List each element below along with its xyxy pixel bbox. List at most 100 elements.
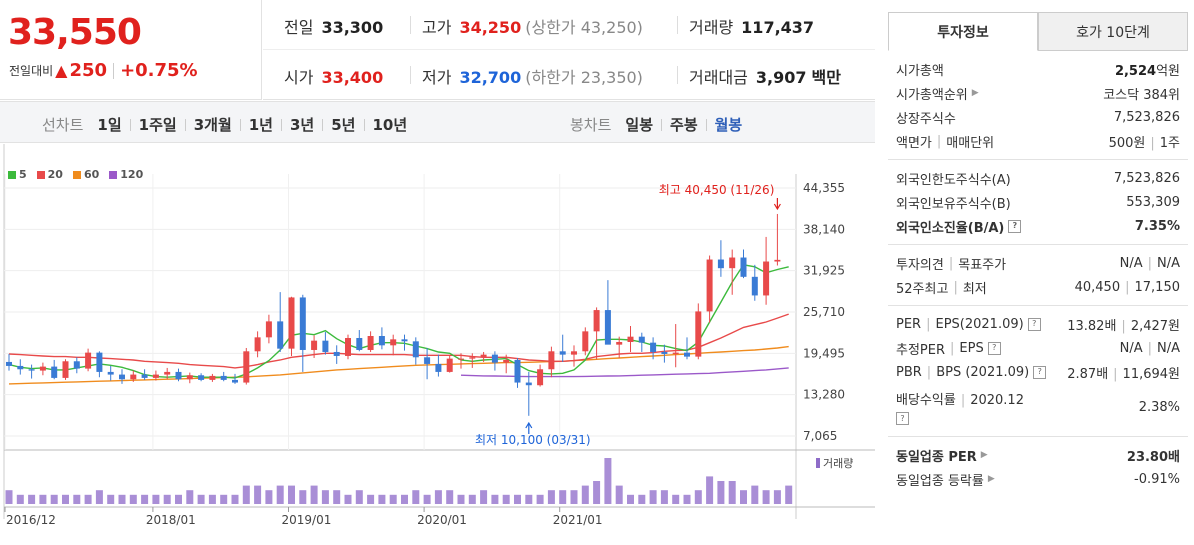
stat-value: 33,300 <box>321 18 384 37</box>
divider <box>113 62 115 79</box>
candle-body <box>51 366 58 378</box>
candle-weekly[interactable]: 주봉 <box>670 116 698 134</box>
stat-low: 저가 32,700 (하한가 23,350) <box>410 64 643 88</box>
candle-body <box>28 369 35 371</box>
candle-body <box>175 371 182 380</box>
candle-body <box>96 352 103 372</box>
max-arrow-icon <box>773 198 781 211</box>
candle-body <box>446 358 453 372</box>
panel-tabs: 투자정보 호가 10단계 <box>888 12 1188 51</box>
volume-bar <box>446 490 454 504</box>
volume-bar <box>581 485 589 504</box>
row-sector-change: 동일업종 등락률 ▶ -0.91% <box>896 471 1180 489</box>
chevron-right-icon[interactable]: ▶ <box>980 450 988 460</box>
volume-bar <box>254 485 262 504</box>
help-icon[interactable]: ? <box>987 341 1001 355</box>
candle-body <box>85 352 92 369</box>
volume-bar <box>208 494 216 504</box>
range-1d[interactable]: 1일 <box>97 116 122 134</box>
y-tick-label: 44,355 <box>803 181 845 195</box>
candle-body <box>751 276 758 296</box>
stat-volume: 거래량 117,437 <box>677 14 814 38</box>
candle-daily[interactable]: 일봉 <box>625 116 654 134</box>
volume-bar <box>231 494 239 504</box>
range-3y[interactable]: 3년 <box>290 116 315 134</box>
invest-info-panel: 투자정보 호가 10단계 시가총액 2,524억원 시가총액순위 ▶ 코스닥 38… <box>888 12 1188 532</box>
candle-body <box>650 342 657 352</box>
sector-section: 동일업종 PER ▶ 23.80배 동일업종 등락률 ▶ -0.91% <box>888 437 1188 497</box>
volume-bar <box>16 494 24 504</box>
range-1y[interactable]: 1년 <box>248 116 273 134</box>
volume-bar <box>107 494 115 504</box>
volume-bar <box>683 494 691 504</box>
volume-bar <box>95 490 103 504</box>
candle-body <box>277 321 284 349</box>
tab-quote-10[interactable]: 호가 10단계 <box>1038 12 1188 51</box>
candle-body <box>480 354 487 358</box>
candle-body <box>458 358 464 360</box>
help-icon[interactable]: ? <box>1027 317 1041 331</box>
row-opinion: 투자의견 | 목표주가 N/A | N/A <box>896 255 1180 273</box>
stat-label: 거래대금 <box>689 68 748 87</box>
candle-body <box>525 382 532 386</box>
candle-body <box>627 336 634 342</box>
candle-body <box>345 338 351 356</box>
ma-line-ma60 <box>8 345 789 385</box>
candle-monthly[interactable]: 월봉 <box>714 116 743 134</box>
volume-bar <box>84 494 92 504</box>
stat-prev: 전일 33,300 <box>284 14 383 38</box>
candle-body <box>6 361 12 366</box>
candle-body <box>491 354 498 363</box>
volume-bar <box>728 481 736 504</box>
stock-chart: 5 20 60 120 44,355 38,140 31,925 25,710 19,4… <box>0 144 875 545</box>
range-1w[interactable]: 1주일 <box>138 116 177 134</box>
volume-bar <box>28 494 36 504</box>
row-est-per: 추정PER | EPS? N/A | N/A <box>896 340 1180 358</box>
volume-bar <box>491 494 499 504</box>
range-3m[interactable]: 3개월 <box>193 116 232 134</box>
legend-ma5: 5 <box>8 168 27 181</box>
stat-high: 고가 34,250 (상한가 43,250) <box>410 14 643 38</box>
help-icon[interactable]: ? <box>1008 219 1022 233</box>
row-foreign-limit: 외국인한도주식수(A) 7,523,826 <box>896 170 1180 188</box>
tab-invest-info[interactable]: 투자정보 <box>888 12 1038 51</box>
candle-body <box>401 339 408 342</box>
candle-body <box>232 379 238 383</box>
min-price-label: 최저 10,100 (03/31) <box>475 433 591 447</box>
volume-bar <box>5 490 13 504</box>
candle-body <box>582 331 589 352</box>
max-price-label: 최고 40,450 (11/26) <box>659 183 775 197</box>
candle-body <box>503 359 510 363</box>
volume-bar <box>299 490 307 504</box>
range-5y[interactable]: 5년 <box>331 116 356 134</box>
foreign-section: 외국인한도주식수(A) 7,523,826 외국인보유주식수(B) 553,30… <box>888 160 1188 245</box>
volume-bar <box>468 494 476 504</box>
stat-value: 32,700 <box>459 68 522 87</box>
chevron-right-icon[interactable]: ▶ <box>987 474 995 484</box>
candle-body <box>220 375 227 380</box>
volume-bar <box>638 494 646 504</box>
up-arrow-icon: ▲ <box>55 61 68 80</box>
stat-unit: 백만 <box>811 68 841 87</box>
volume-bar <box>525 494 533 504</box>
volume-bar <box>378 494 386 504</box>
volume-bar <box>265 490 273 504</box>
chart-toolbar: 선차트 1일 1주일 3개월 1년 3년 5년 10년 봉차트 일봉 주봉 월봉 <box>0 101 875 143</box>
ma-line-ma5 <box>8 264 789 379</box>
y-tick-label: 19,495 <box>803 346 845 360</box>
valuation-section: PER | EPS(2021.09)? 13.82배 | 2,427원 추정PER | EP… <box>888 306 1188 437</box>
candle-body <box>616 341 623 345</box>
candle-body <box>17 365 24 370</box>
volume-bar <box>694 490 702 504</box>
chevron-right-icon[interactable]: ▶ <box>971 88 979 98</box>
y-tick-label: 31,925 <box>803 264 845 278</box>
range-10y[interactable]: 10년 <box>372 116 408 134</box>
candle-body <box>559 351 566 355</box>
chart-legend: 5 20 60 120 <box>8 168 153 181</box>
help-icon[interactable]: ? <box>1033 365 1047 379</box>
volume-bar <box>660 490 668 504</box>
help-icon[interactable]: ? <box>896 412 909 425</box>
stat-label: 시가 <box>284 68 314 87</box>
price-stats: 전일 33,300 고가 34,250 (상한가 43,250) 거래량 117… <box>263 0 875 100</box>
candle-body <box>763 261 770 296</box>
